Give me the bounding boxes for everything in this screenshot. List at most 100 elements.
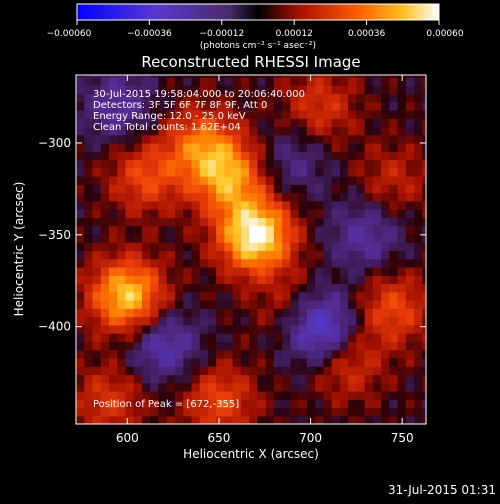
heatmap-cell [306, 333, 316, 342]
heatmap-cell [224, 316, 234, 326]
heatmap-cell [174, 357, 184, 367]
heatmap-cell [273, 176, 283, 185]
heatmap-cell [158, 233, 168, 243]
heatmap-cell [265, 134, 275, 144]
heatmap-cell [240, 200, 250, 210]
heatmap-cell [133, 151, 143, 161]
heatmap-cell [348, 184, 357, 194]
heatmap-cell [141, 390, 151, 400]
heatmap-cell [249, 167, 259, 177]
heatmap-cell [405, 176, 415, 185]
heatmap-cell [158, 118, 168, 128]
heatmap-cell [306, 233, 316, 243]
heatmap-cell [315, 151, 324, 161]
heatmap-cell [224, 308, 234, 318]
heatmap-cell [84, 399, 94, 409]
heatmap-cell [290, 366, 300, 376]
heatmap-cell [76, 415, 85, 424]
heatmap-cell [125, 308, 135, 318]
heatmap-cell [414, 233, 423, 243]
heatmap-cell [397, 374, 407, 384]
heatmap-cell [199, 415, 209, 424]
heatmap-cell [232, 217, 242, 227]
heatmap-cell [108, 250, 118, 260]
heatmap-cell [166, 192, 176, 202]
heatmap-cell [76, 399, 85, 409]
heatmap-cell [133, 101, 143, 111]
heatmap-cell [422, 366, 426, 376]
heatmap-cell [174, 101, 184, 111]
heatmap-cell [84, 275, 94, 285]
heatmap-cell [414, 101, 423, 111]
heatmap-cell [348, 357, 357, 367]
heatmap-cell [117, 134, 127, 144]
heatmap-cell [348, 333, 357, 342]
heatmap-cell [356, 184, 366, 194]
heatmap-cell [257, 200, 267, 210]
heatmap-cell [397, 242, 407, 252]
heatmap-cell [108, 242, 118, 252]
heatmap-cell [133, 142, 143, 152]
heatmap-cell [372, 126, 382, 136]
heatmap-cell [183, 349, 193, 359]
heatmap-cell [207, 109, 217, 119]
heatmap-cell [389, 382, 399, 392]
heatmap-cell [282, 283, 291, 293]
heatmap-cell [265, 167, 275, 177]
heatmap-cell [290, 225, 300, 235]
heatmap-cell [414, 308, 423, 318]
heatmap-cell [249, 316, 259, 326]
heatmap-cell [108, 291, 118, 301]
heatmap-cell [125, 291, 135, 301]
heatmap-cell [397, 217, 407, 227]
heatmap-cell [249, 341, 259, 351]
heatmap-cell [405, 142, 415, 152]
heatmap-cell [356, 151, 366, 161]
heatmap-cells [76, 75, 426, 424]
heatmap-cell [339, 324, 349, 334]
heatmap-cell [422, 374, 426, 384]
heatmap-cell [298, 184, 308, 194]
heatmap-cell [150, 349, 160, 359]
heatmap-cell [125, 275, 135, 285]
heatmap-cell [290, 176, 300, 185]
heatmap-cell [414, 167, 423, 177]
heatmap-cell [183, 341, 193, 351]
heatmap-cell [282, 75, 291, 78]
heatmap-cell [348, 258, 357, 268]
heatmap-cell [290, 209, 300, 218]
heatmap-cell [389, 217, 399, 227]
heatmap-cell [84, 374, 94, 384]
heatmap-cell [356, 283, 366, 293]
heatmap-cell [356, 415, 366, 424]
heatmap-cell [290, 341, 300, 351]
heatmap-cell [290, 374, 300, 384]
heatmap-cell [216, 176, 226, 185]
heatmap-cell [381, 217, 390, 227]
heatmap-cell [348, 291, 357, 301]
heatmap-cell [76, 316, 85, 326]
heatmap-cell [405, 374, 415, 384]
heatmap-cell [389, 101, 399, 111]
heatmap-cell [183, 109, 193, 119]
heatmap-cell [183, 333, 193, 342]
heatmap-cell [224, 101, 234, 111]
heatmap-cell [216, 349, 226, 359]
heatmap-cell [306, 341, 316, 351]
heatmap-cell [92, 76, 102, 86]
heatmap-cell [389, 184, 399, 194]
heatmap-cell [191, 225, 201, 235]
heatmap-cell [323, 399, 333, 409]
heatmap-cell [323, 75, 333, 78]
heatmap-cell [306, 382, 316, 392]
heatmap-cell [405, 118, 415, 128]
heatmap-cell [108, 366, 118, 376]
heatmap-cell [240, 192, 250, 202]
heatmap-cell [100, 184, 110, 194]
heatmap-cell [306, 415, 316, 424]
heatmap-cell [108, 399, 118, 409]
heatmap-cell [273, 250, 283, 260]
heatmap-cell [389, 374, 399, 384]
heatmap-cell [397, 283, 407, 293]
heatmap-cell [150, 109, 160, 119]
